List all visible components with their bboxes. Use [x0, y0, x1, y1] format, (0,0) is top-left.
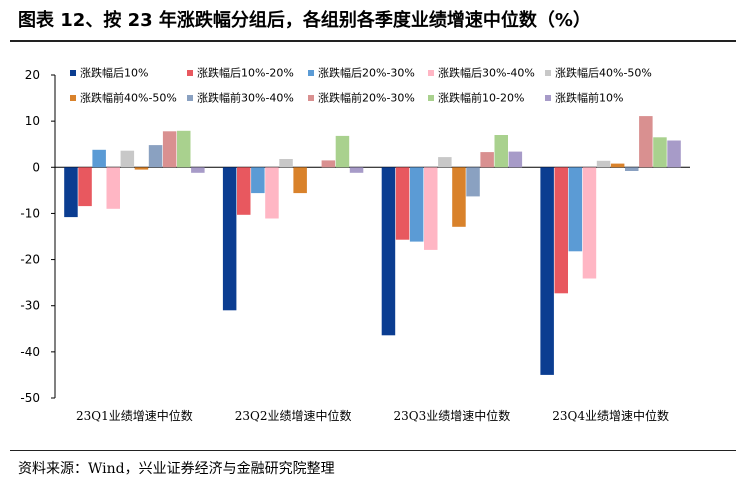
legend-swatch — [70, 95, 76, 101]
legend-label: 涨跌幅后20%-30% — [318, 66, 415, 80]
bar — [554, 167, 568, 294]
legend-swatch — [545, 95, 551, 101]
bar — [582, 167, 597, 279]
y-tick-label: -20 — [20, 253, 40, 267]
chart-legend: 涨跌幅后10% 涨跌幅后10%-20% 涨跌幅后20%-30% 涨跌幅后30%-40%… — [70, 66, 652, 105]
legend-swatch — [428, 95, 434, 101]
bar — [64, 167, 78, 218]
legend-label: 涨跌幅后30%-40% — [438, 66, 535, 80]
bar — [293, 167, 307, 194]
chart-title: 图表 12、按 23 年涨跌幅分组后，各组别各季度业绩增速中位数（%） — [18, 10, 591, 31]
bar — [191, 167, 205, 173]
bar — [667, 140, 681, 168]
bar — [251, 167, 265, 194]
bar — [409, 167, 424, 242]
bar — [568, 167, 583, 252]
bar — [610, 163, 625, 168]
legend-label: 涨跌幅后40%-50% — [555, 66, 652, 80]
bar — [148, 145, 163, 168]
bar — [438, 157, 452, 168]
bar — [162, 131, 177, 168]
bar — [106, 167, 120, 209]
bar — [381, 167, 396, 336]
y-tick-label: 10 — [25, 114, 40, 128]
bar — [452, 167, 466, 227]
bar — [222, 167, 237, 311]
legend-swatch — [187, 70, 193, 76]
bar — [237, 167, 251, 215]
x-category-label: 23Q1业绩增速中位数 — [76, 408, 193, 423]
legend-swatch — [308, 70, 314, 76]
bar — [395, 167, 410, 240]
x-category-label: 23Q2业绩增速中位数 — [235, 408, 352, 423]
y-tick-label: -30 — [20, 299, 40, 313]
source-note: 资料来源：Wind，兴业证券经济与金融研究院整理 — [18, 461, 335, 477]
bar — [177, 130, 191, 168]
bar — [494, 135, 508, 168]
bar — [653, 137, 667, 168]
y-tick-label: -10 — [20, 206, 40, 220]
bar — [349, 167, 364, 173]
y-tick-label: -40 — [20, 345, 40, 359]
bar — [424, 167, 438, 250]
bar — [120, 150, 135, 168]
legend-swatch — [70, 70, 76, 76]
y-tick-label: 0 — [32, 160, 40, 174]
y-tick-label: -50 — [20, 391, 40, 405]
bar — [92, 149, 106, 168]
bar — [596, 160, 611, 168]
bar — [78, 167, 92, 207]
y-tick-label: 20 — [25, 68, 40, 82]
bar — [540, 167, 554, 375]
source-divider — [10, 450, 736, 451]
chart-bars — [64, 116, 681, 375]
legend-label: 涨跌幅后10% — [80, 66, 148, 80]
bar — [321, 160, 336, 168]
legend-label: 涨跌幅前40%-50% — [80, 91, 177, 105]
legend-swatch — [428, 70, 434, 76]
legend-swatch — [187, 95, 193, 101]
legend-swatch — [545, 70, 551, 76]
bar — [466, 167, 480, 197]
legend-label: 涨跌幅前10% — [555, 91, 623, 105]
bar-chart: 涨跌幅后10% 涨跌幅后10%-20% 涨跌幅后20%-30% 涨跌幅后30%-40%… — [20, 66, 690, 423]
bar — [265, 167, 279, 219]
bar — [480, 152, 494, 168]
legend-swatch — [308, 95, 314, 101]
x-category-label: 23Q3业绩增速中位数 — [394, 408, 511, 423]
legend-label: 涨跌幅前30%-40% — [197, 91, 294, 105]
bar — [279, 159, 293, 168]
legend-label: 涨跌幅前10-20% — [438, 91, 524, 105]
legend-label: 涨跌幅后10%-20% — [197, 66, 294, 80]
title-divider — [10, 40, 736, 42]
chart-axes: 20 10 0 -10 -20 -30 -40 -50 23Q1业绩增速中位数 23Q2业绩增速中… — [20, 68, 690, 423]
x-category-label: 23Q4业绩增速中位数 — [552, 408, 669, 423]
bar — [625, 167, 639, 171]
bar — [134, 167, 149, 170]
legend-label: 涨跌幅前20%-30% — [318, 91, 415, 105]
bar — [335, 135, 350, 168]
bar — [639, 116, 653, 168]
bar — [508, 151, 523, 168]
